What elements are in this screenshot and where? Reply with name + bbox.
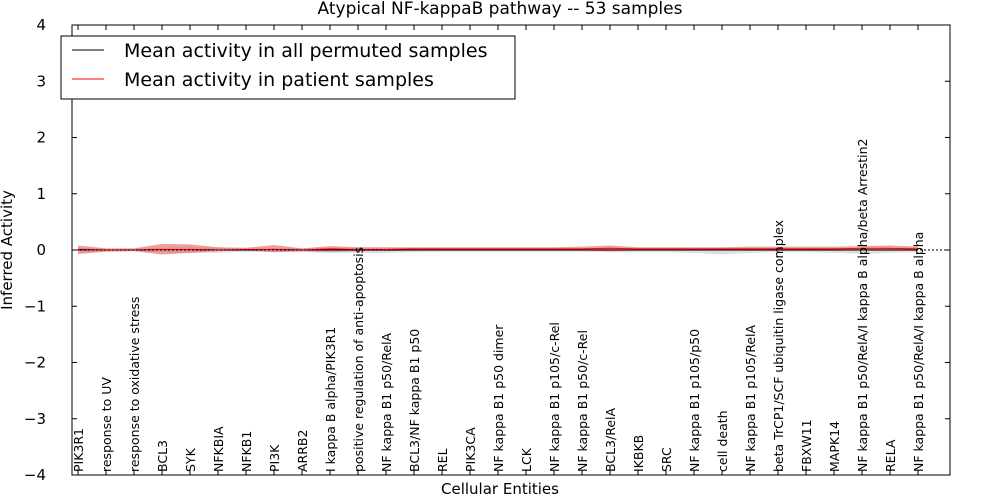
x-tick-label: NF kappa B1 p50/c-Rel [575, 330, 590, 472]
x-tick-label: FBXW11 [799, 419, 814, 472]
x-axis-ticks [77, 25, 919, 475]
x-tick-label: SYK [183, 447, 198, 472]
x-tick-label: RELA [883, 439, 898, 472]
chart-title: Atypical NF-kappaB pathway -- 53 samples [318, 0, 683, 19]
x-tick-label: LCK [519, 447, 534, 472]
legend: Mean activity in all permuted samples Me… [60, 35, 516, 100]
x-tick-label: SRC [659, 447, 674, 472]
x-tick-label: NFKBIA [211, 426, 226, 472]
x-tick-label: NF kappa B1 p105/c-Rel [547, 322, 562, 472]
x-tick-label: NF kappa B1 p50/RelA [379, 332, 394, 472]
y-axis-label: Inferred Activity [0, 190, 16, 310]
y-tick-label: −2 [24, 354, 46, 372]
x-tick-label: I kappa B alpha/PIK3R1 [323, 327, 338, 472]
x-tick-label: REL [435, 448, 450, 472]
y-tick-label: 0 [36, 241, 46, 259]
y-tick-label: −1 [24, 297, 46, 315]
x-tick-label: NF kappa B1 p50/RelA/I kappa B alpha [911, 232, 926, 472]
x-tick-label: BCL3/NF kappa B1 p50 [407, 329, 422, 472]
x-tick-label: BCL3 [155, 440, 170, 472]
x-axis-tick-labels: PIK3R1 response to UV response to oxidativ… [71, 139, 926, 473]
x-tick-label: cell death [715, 410, 730, 472]
y-tick-label: 4 [36, 16, 46, 34]
y-tick-label: 2 [36, 129, 46, 147]
x-tick-label: PIK3CA [463, 427, 478, 472]
x-tick-label: MAPK14 [827, 421, 842, 472]
x-tick-label: beta TrCP1/SCF ubiquitin ligase complex [771, 220, 786, 472]
x-tick-label: BCL3/RelA [603, 408, 618, 472]
x-tick-label: NF kappa B1 p50 dimer [491, 324, 506, 472]
x-tick-label: response to UV [99, 377, 114, 472]
legend-box [60, 35, 516, 100]
y-axis-ticks: 4 3 2 1 0 −1 −2 −3 −4 [24, 16, 950, 484]
y-tick-label: −3 [24, 410, 46, 428]
y-tick-label: −4 [24, 466, 46, 484]
x-tick-label: NF kappa B1 p105/p50 [687, 329, 702, 472]
x-tick-label: NF kappa B1 p105/RelA [743, 325, 758, 472]
plot-frame [71, 24, 951, 476]
x-tick-label: PI3K [267, 444, 282, 472]
x-tick-label: positive regulation of anti-apoptosis [351, 247, 366, 472]
x-tick-label: NF kappa B1 p50/RelA/I kappa B alpha/bet… [855, 139, 870, 473]
x-tick-label: ARRB2 [295, 430, 310, 472]
x-tick-label: response to oxidative stress [127, 297, 142, 472]
x-tick-label: PIK3R1 [71, 428, 86, 472]
legend-label-patient: Mean activity in patient samples [124, 69, 434, 91]
x-tick-label: NFKB1 [239, 431, 254, 472]
y-tick-label: 1 [36, 185, 46, 203]
x-axis-label: Cellular Entities [441, 480, 559, 498]
x-tick-label: IKBKB [631, 435, 646, 472]
legend-label-permuted: Mean activity in all permuted samples [124, 40, 487, 62]
y-tick-label: 3 [36, 72, 46, 90]
